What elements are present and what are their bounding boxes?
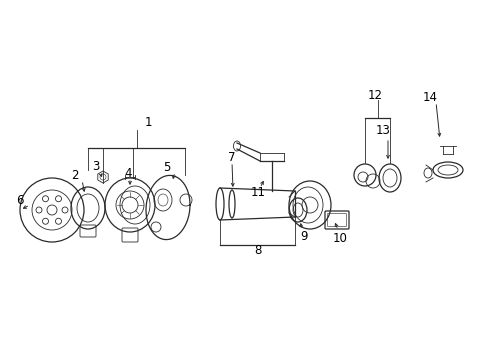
Text: 1: 1: [144, 116, 151, 129]
Text: 5: 5: [163, 161, 170, 174]
Text: 9: 9: [300, 230, 307, 243]
Text: 14: 14: [422, 90, 437, 104]
Text: 4: 4: [124, 166, 131, 180]
Text: 10: 10: [332, 231, 347, 244]
Text: 8: 8: [254, 243, 261, 257]
Text: 7: 7: [228, 150, 235, 163]
Text: 2: 2: [71, 168, 79, 181]
Text: 3: 3: [92, 159, 100, 172]
Text: 11: 11: [250, 185, 265, 198]
Text: 6: 6: [16, 194, 24, 207]
Text: 12: 12: [367, 89, 382, 102]
Text: 13: 13: [375, 123, 389, 136]
